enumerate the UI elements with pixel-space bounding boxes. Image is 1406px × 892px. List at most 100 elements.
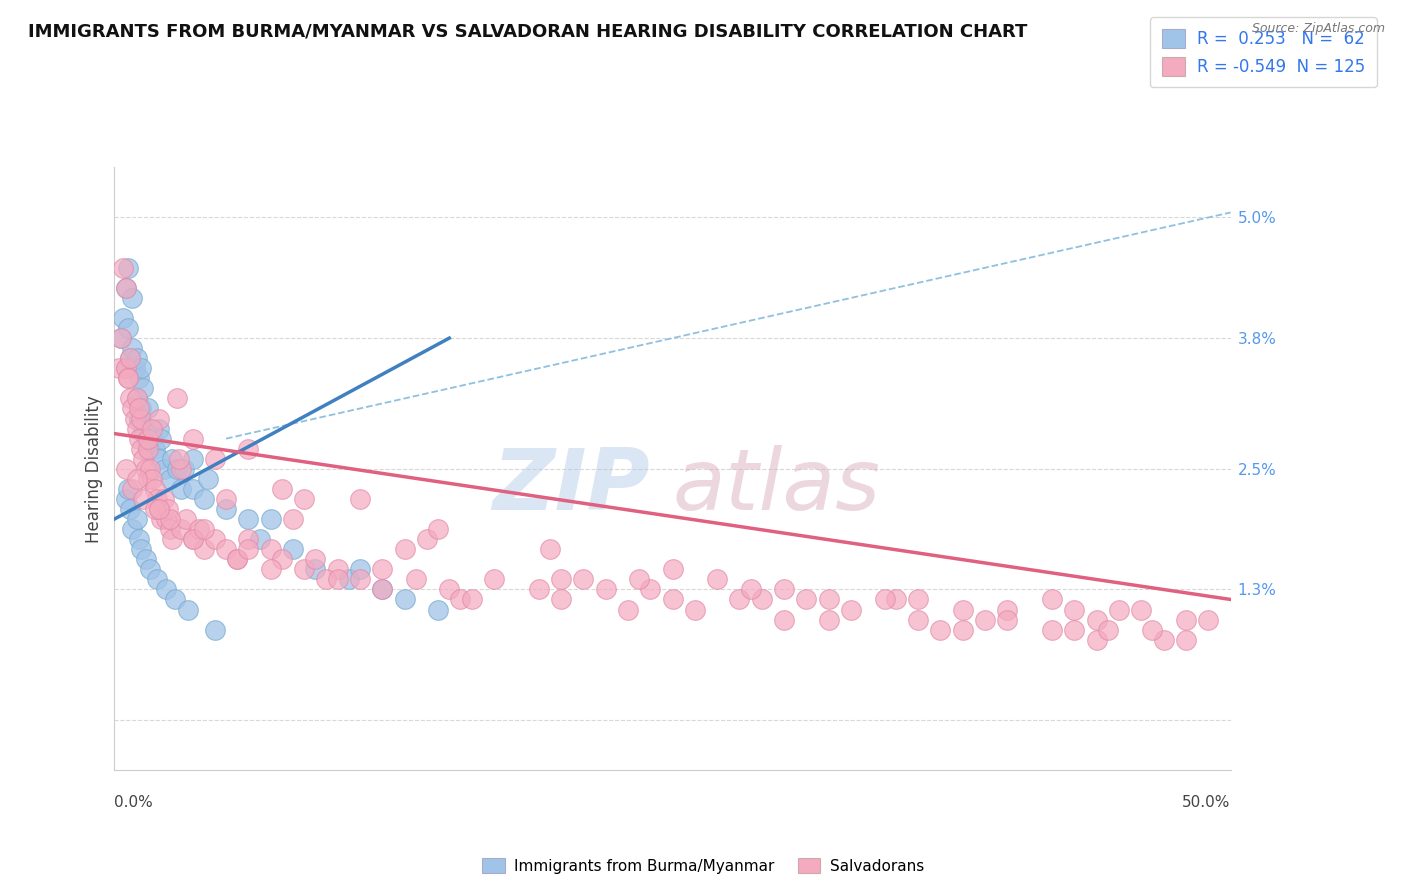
- Text: Source: ZipAtlas.com: Source: ZipAtlas.com: [1251, 22, 1385, 36]
- Point: [112, 260, 135, 275]
- Point: [638, 582, 661, 597]
- Point: [1085, 613, 1108, 627]
- Point: [136, 472, 159, 486]
- Point: [114, 281, 136, 295]
- Point: [349, 562, 371, 576]
- Point: [155, 512, 177, 526]
- Point: [193, 522, 215, 536]
- Point: [595, 582, 617, 597]
- Point: [1175, 632, 1198, 647]
- Point: [128, 401, 150, 416]
- Point: [1040, 623, 1063, 637]
- Point: [773, 613, 796, 627]
- Point: [139, 562, 162, 576]
- Point: [706, 573, 728, 587]
- Point: [114, 281, 136, 295]
- Point: [181, 482, 204, 496]
- Point: [226, 552, 249, 566]
- Point: [141, 472, 163, 486]
- Point: [177, 602, 200, 616]
- Point: [952, 623, 974, 637]
- Point: [315, 573, 337, 587]
- Point: [405, 573, 427, 587]
- Point: [141, 421, 163, 435]
- Point: [125, 421, 148, 435]
- Point: [326, 562, 349, 576]
- Point: [371, 582, 394, 597]
- Point: [129, 411, 152, 425]
- Point: [482, 573, 505, 587]
- Point: [1108, 602, 1130, 616]
- Point: [215, 542, 238, 557]
- Point: [995, 613, 1018, 627]
- Point: [181, 532, 204, 546]
- Point: [740, 582, 762, 597]
- Point: [132, 491, 155, 506]
- Point: [394, 542, 416, 557]
- Point: [141, 432, 163, 446]
- Point: [349, 491, 371, 506]
- Point: [124, 411, 146, 425]
- Point: [226, 552, 249, 566]
- Point: [193, 491, 215, 506]
- Point: [281, 512, 304, 526]
- Point: [173, 462, 195, 476]
- Point: [550, 592, 572, 607]
- Point: [326, 573, 349, 587]
- Point: [907, 613, 929, 627]
- Point: [572, 573, 595, 587]
- Point: [148, 421, 170, 435]
- Point: [538, 542, 561, 557]
- Point: [204, 451, 226, 466]
- Legend: Immigrants from Burma/Myanmar, Salvadorans: Immigrants from Burma/Myanmar, Salvadora…: [477, 852, 929, 880]
- Point: [1097, 623, 1119, 637]
- Point: [281, 542, 304, 557]
- Point: [170, 482, 193, 496]
- Point: [124, 361, 146, 376]
- Point: [148, 502, 170, 516]
- Point: [167, 451, 190, 466]
- Point: [371, 562, 394, 576]
- Point: [238, 532, 260, 546]
- Point: [121, 341, 143, 355]
- Point: [132, 421, 155, 435]
- Point: [156, 502, 179, 516]
- Point: [1197, 613, 1219, 627]
- Text: 50.0%: 50.0%: [1182, 795, 1230, 810]
- Point: [117, 482, 139, 496]
- Point: [249, 532, 271, 546]
- Point: [260, 562, 283, 576]
- Point: [460, 592, 482, 607]
- Point: [427, 602, 450, 616]
- Point: [159, 512, 181, 526]
- Point: [146, 573, 169, 587]
- Point: [121, 522, 143, 536]
- Point: [907, 592, 929, 607]
- Point: [215, 491, 238, 506]
- Point: [128, 532, 150, 546]
- Point: [197, 472, 219, 486]
- Point: [174, 512, 197, 526]
- Point: [148, 502, 170, 516]
- Point: [148, 411, 170, 425]
- Text: atlas: atlas: [672, 445, 880, 528]
- Point: [751, 592, 773, 607]
- Point: [108, 361, 131, 376]
- Point: [170, 522, 193, 536]
- Legend: R =  0.253   N =  62, R = -0.549  N = 125: R = 0.253 N = 62, R = -0.549 N = 125: [1150, 17, 1376, 87]
- Point: [181, 532, 204, 546]
- Point: [1063, 623, 1085, 637]
- Point: [143, 482, 166, 496]
- Point: [439, 582, 461, 597]
- Point: [148, 451, 170, 466]
- Point: [136, 432, 159, 446]
- Point: [112, 311, 135, 326]
- Point: [152, 491, 174, 506]
- Point: [337, 573, 360, 587]
- Point: [114, 462, 136, 476]
- Point: [117, 371, 139, 385]
- Point: [304, 552, 326, 566]
- Point: [238, 512, 260, 526]
- Point: [304, 562, 326, 576]
- Point: [773, 582, 796, 597]
